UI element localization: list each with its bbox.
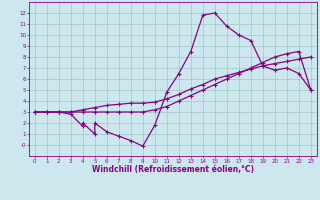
X-axis label: Windchill (Refroidissement éolien,°C): Windchill (Refroidissement éolien,°C) bbox=[92, 165, 254, 174]
